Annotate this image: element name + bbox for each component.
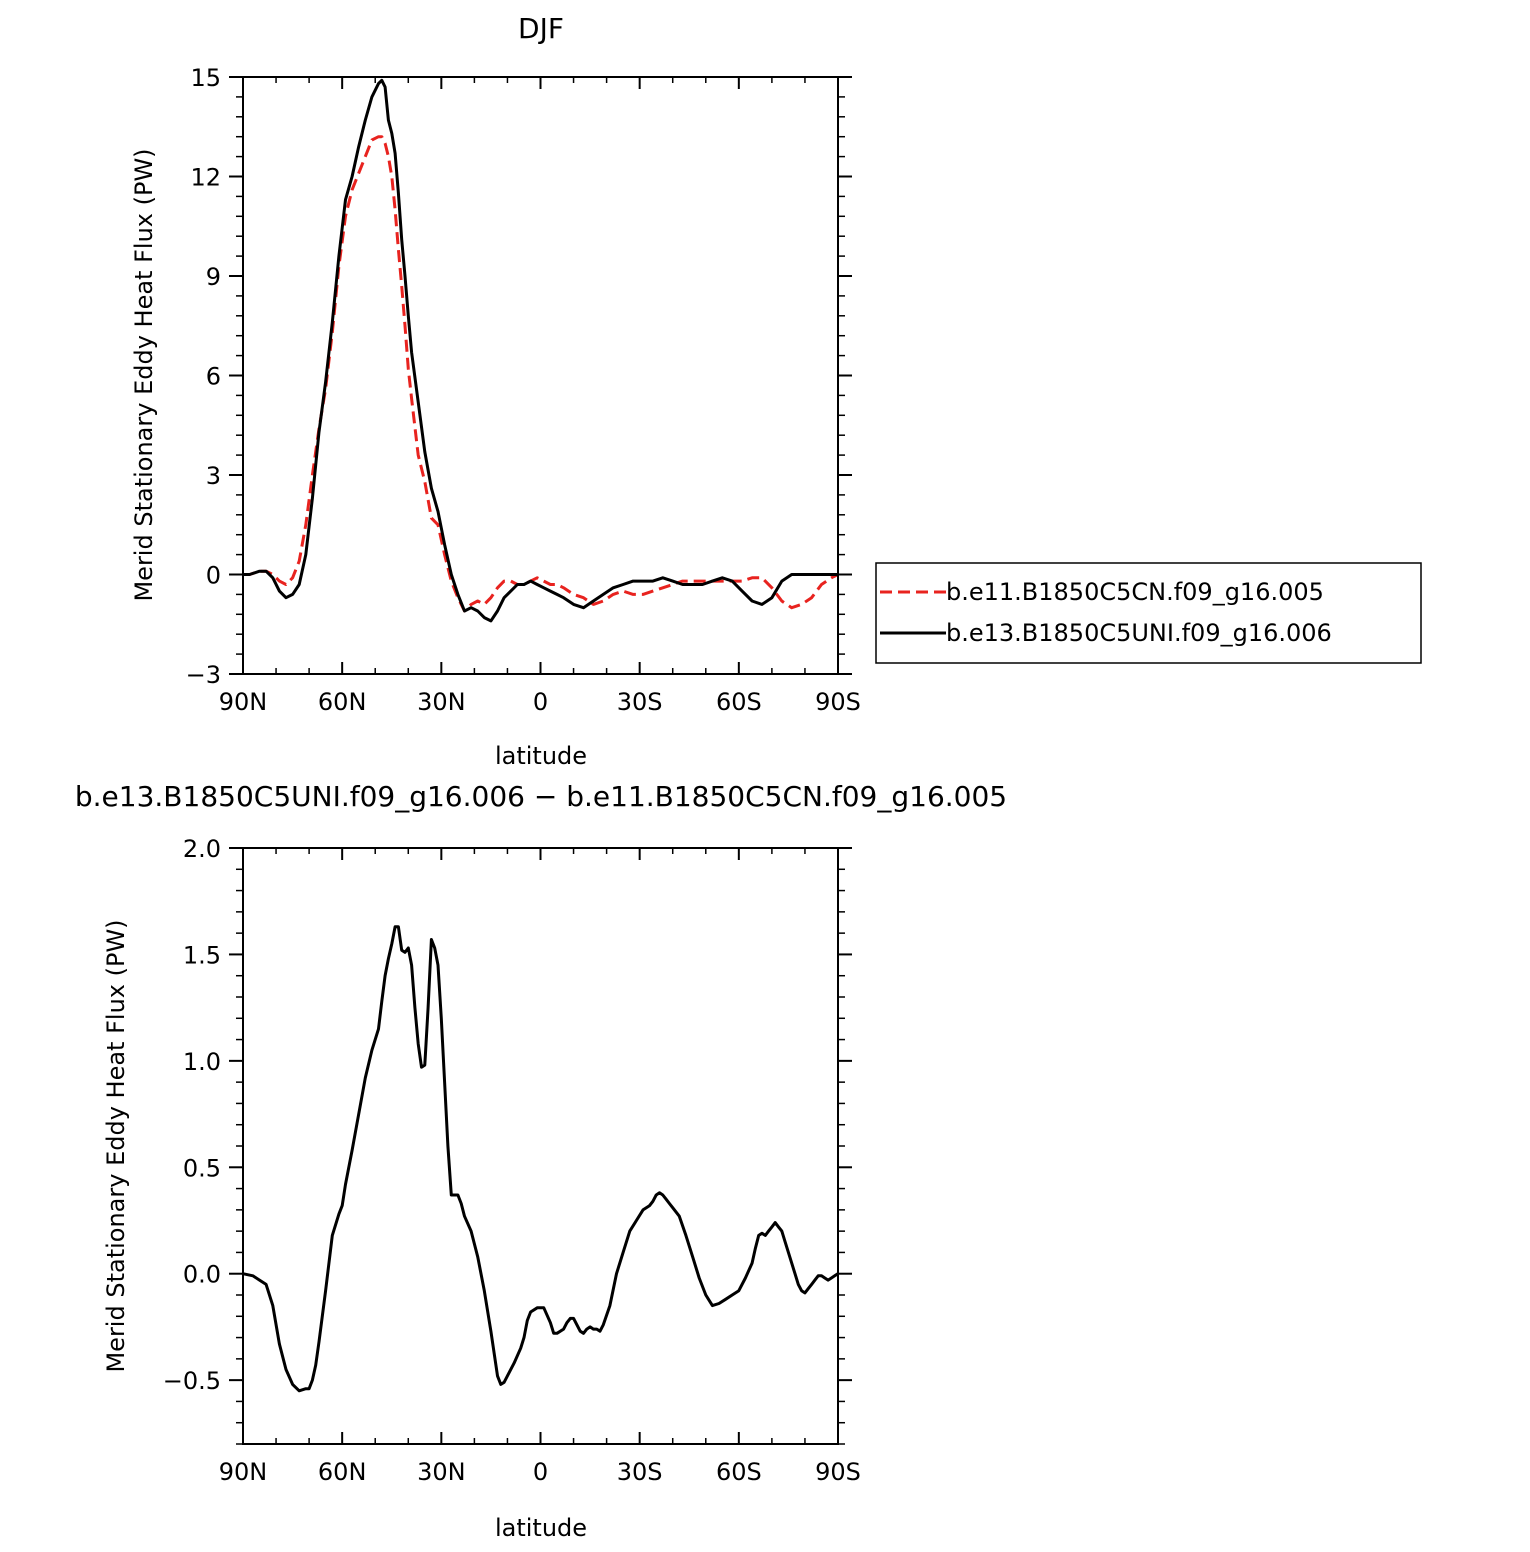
top-panel-y-tick-label: 9 xyxy=(206,263,221,291)
legend: b.e11.B1850C5CN.f09_g16.005 b.e13.B1850C… xyxy=(875,562,1422,664)
bottom-panel-y-axis-label: Merid Stationary Eddy Heat Flux (PW) xyxy=(102,919,130,1372)
top-panel-x-tick-label: 60S xyxy=(716,688,762,716)
bottom-panel-series-line-1 xyxy=(242,925,839,1393)
top-panel-y-axis-label: Merid Stationary Eddy Heat Flux (PW) xyxy=(130,148,158,601)
top-panel-series-line-2 xyxy=(243,78,838,623)
bottom-panel-x-axis-label: latitude xyxy=(495,1514,587,1542)
top-panel-x-tick-label: 30N xyxy=(417,688,466,716)
bottom-panel-y-tick-label: 2.0 xyxy=(183,835,221,863)
top-panel-x-tick-label: 90N xyxy=(219,688,268,716)
bottom-panel-x-tick-label: 60S xyxy=(716,1458,762,1486)
top-panel-frame xyxy=(242,76,839,675)
bottom-panel-title: b.e13.B1850C5UNI.f09_g16.006 − b.e11.B18… xyxy=(75,780,1007,813)
top-panel-y-tick-label: 0 xyxy=(206,562,221,590)
legend-box xyxy=(875,562,1422,664)
bottom-panel-frame xyxy=(242,847,839,1445)
top-panel-x-tick-label: 60N xyxy=(318,688,367,716)
bottom-panel-x-tick-label: 90N xyxy=(219,1458,268,1486)
top-panel-y-tick-label: 6 xyxy=(206,363,221,391)
bottom-panel-x-tick-label: 0 xyxy=(533,1458,548,1486)
top-panel-plot: 90N 60N 30N 0 30S 60S 90S −3 0 3 6 9 12 15 xyxy=(186,64,861,716)
top-panel-title: DJF xyxy=(518,12,564,45)
bottom-panel-y-tick-label: 1.0 xyxy=(183,1048,221,1076)
top-panel-y-tick-label: 12 xyxy=(190,164,221,192)
bottom-panel-y-tick-label: 0.5 xyxy=(183,1154,221,1182)
bottom-panel-y-tick-label: 0.0 xyxy=(183,1261,221,1289)
top-panel-x-tick-label: 90S xyxy=(815,688,861,716)
bottom-panel-x-tick-label: 30S xyxy=(617,1458,663,1486)
top-panel-x-tick-label: 30S xyxy=(617,688,663,716)
bottom-panel-y-tick-label: 1.5 xyxy=(183,941,221,969)
top-panel-x-axis-label: latitude xyxy=(495,742,587,770)
bottom-panel-y-tick-label: −0.5 xyxy=(163,1367,221,1395)
bottom-panel-x-tick-label: 60N xyxy=(318,1458,367,1486)
top-panel-y-tick-label: 3 xyxy=(206,462,221,490)
legend-label-series-1: b.e11.B1850C5CN.f09_g16.005 xyxy=(946,578,1324,606)
legend-label-series-2: b.e13.B1850C5UNI.f09_g16.006 xyxy=(946,619,1332,647)
bottom-panel-x-tick-label: 90S xyxy=(815,1458,861,1486)
bottom-panel-x-tick-label: 30N xyxy=(417,1458,466,1486)
top-panel-y-tick-label: 15 xyxy=(190,64,221,92)
bottom-panel-plot: 90N 60N 30N 0 30S 60S 90S −0.5 0.0 0.5 1.0 1.5 2.0 xyxy=(163,835,861,1486)
top-panel-y-tick-label: −3 xyxy=(186,661,221,689)
top-panel-series-line-1 xyxy=(243,135,839,613)
top-panel-x-tick-label: 0 xyxy=(533,688,548,716)
